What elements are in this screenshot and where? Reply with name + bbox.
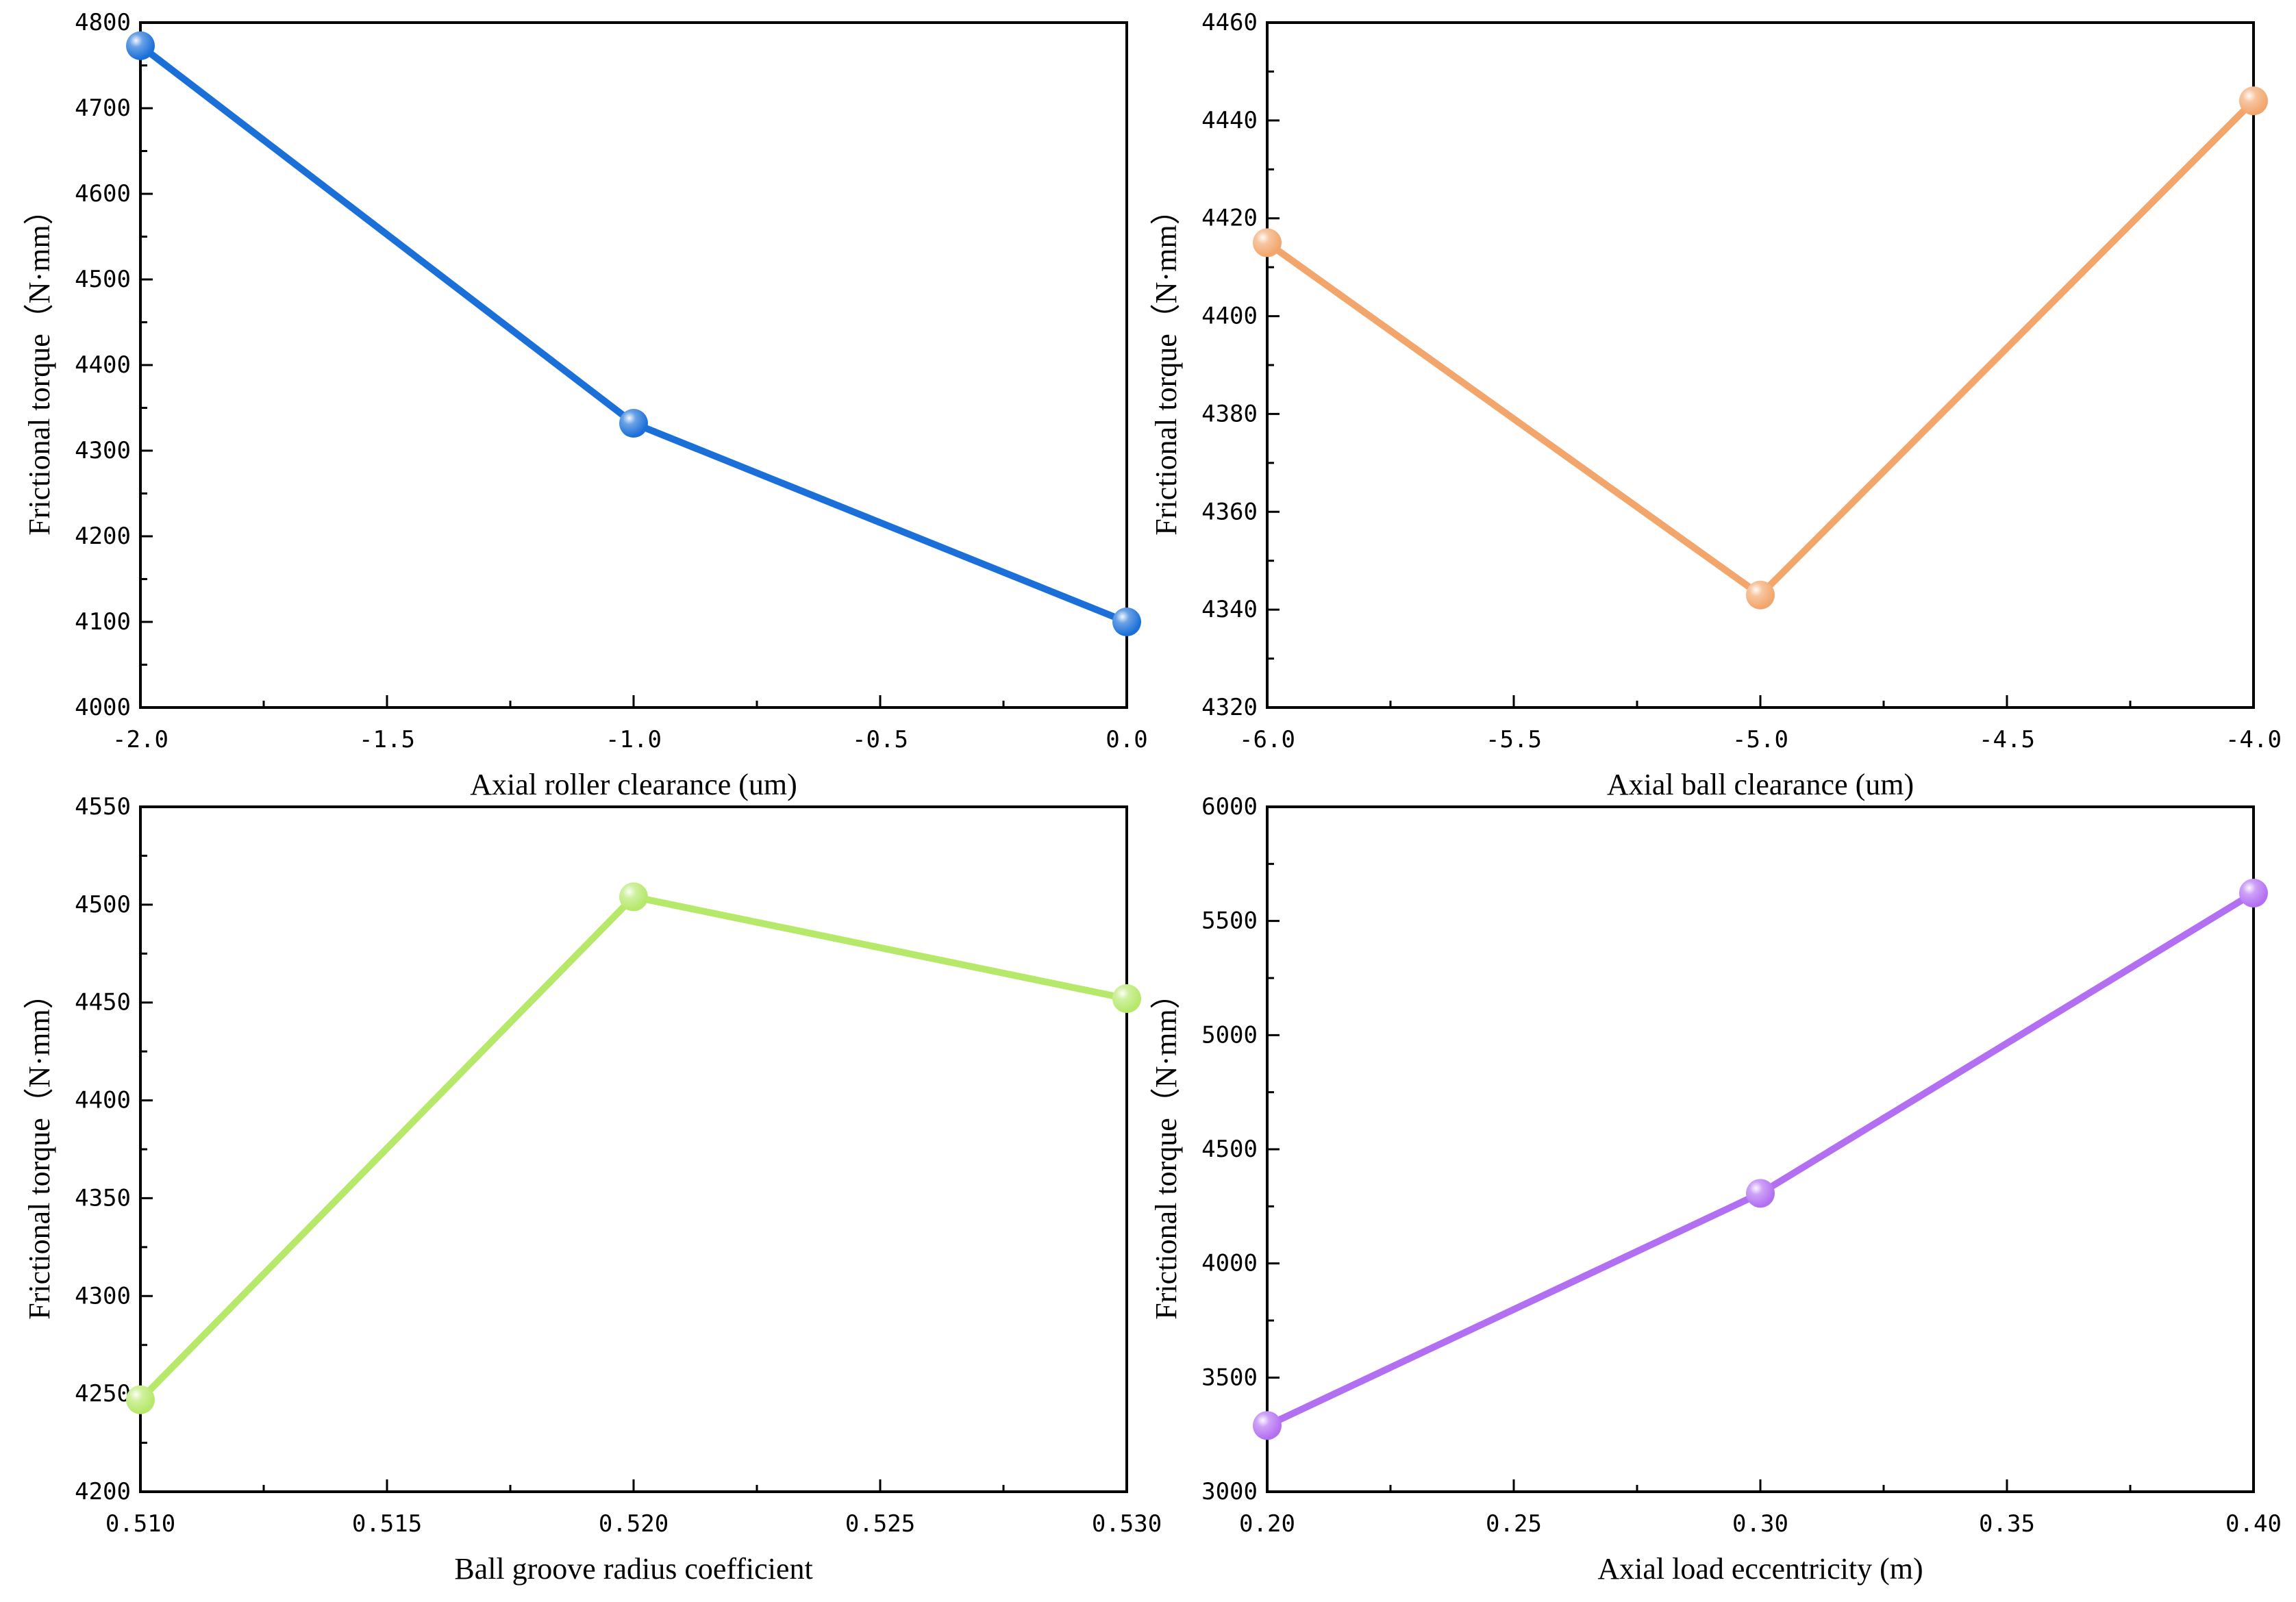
chart2-y-axis-title: Frictional torque（N·mm）: [1149, 195, 1183, 535]
chart1-x-axis-title: Axial roller clearance (um): [470, 768, 797, 801]
chart2-series-line: [1264, 97, 2257, 599]
chart3-y-tick-label: 4550: [75, 793, 131, 821]
chart4-x-axis-title: Axial load eccentricity (m): [1597, 1552, 1923, 1586]
chart1-series-line: [137, 42, 1130, 625]
chart2-y-tick-label: 4400: [1201, 303, 1258, 330]
chart2-x-tick-label: -4.5: [1979, 726, 2035, 753]
chart1-y-tick-label: 4300: [75, 437, 131, 464]
chart1-data-point-highlight: [126, 31, 155, 60]
chart3-y-tick-label: 4350: [75, 1184, 131, 1212]
chart4-data-point: [2239, 879, 2268, 908]
chart1-x-tick-label: -1.5: [359, 726, 415, 753]
chart4-data-point: [1746, 1179, 1775, 1208]
chart3-data-point: [1112, 984, 1141, 1013]
chart3-y-tick-label: 4250: [75, 1380, 131, 1407]
chart4-series-line: [1264, 890, 2257, 1429]
chart1-y-tick-label: 4400: [75, 351, 131, 379]
chart4-x-tick-label: 0.20: [1239, 1510, 1295, 1538]
chart4-plot-frame: [1266, 805, 2255, 1493]
chart2-y-tick-label: 4380: [1201, 400, 1258, 427]
chart3-y-tick-label: 4200: [75, 1478, 131, 1505]
chart1-data-point-highlight: [619, 409, 648, 438]
chart3-y-axis-title: Frictional torque（N·mm）: [23, 979, 56, 1319]
chart1-y-tick-label: 4100: [75, 608, 131, 636]
chart1-y-tick-label: 4500: [75, 266, 131, 293]
chart1-y-axis-title: Frictional torque（N·mm）: [23, 195, 56, 535]
chart2-data-point-highlight: [1253, 228, 1282, 258]
chart2-y-tick-label: 4460: [1201, 9, 1258, 36]
chart2-y-tick-label: 4420: [1201, 205, 1258, 232]
chart3-x-tick-label: 0.530: [1092, 1510, 1162, 1538]
chart1-plot-frame: [139, 21, 1128, 709]
chart3-y-tick-label: 4400: [75, 1087, 131, 1114]
chart4-y-tick-label: 4500: [1201, 1136, 1258, 1163]
chart1-data-point-highlight: [1112, 608, 1141, 636]
chart2-y-tick-label: 4360: [1201, 498, 1258, 525]
chart4-data-point: [1253, 1411, 1282, 1440]
chart2-data-point: [2239, 86, 2268, 116]
chart2: -6.0 -5.5 -5.0 -4.5 -4.0 4320 4340 4360 4380 4400…: [1149, 9, 2282, 801]
chart2-y-tick-label: 4440: [1201, 107, 1258, 134]
chart3-x-tick-label: 0.525: [845, 1510, 915, 1538]
chart3-x-tick-label: 0.515: [352, 1510, 422, 1538]
chart1-y-tick-label: 4700: [75, 95, 131, 122]
chart2-data-point: [1253, 228, 1282, 258]
chart4-x-tick-label: 0.40: [2225, 1510, 2282, 1538]
chart2-data-point-highlight: [2239, 86, 2268, 116]
chart4-data-point-highlight: [2239, 879, 2268, 908]
chart3-data-point-highlight: [619, 882, 648, 912]
chart3-data-point-highlight: [1112, 984, 1141, 1013]
chart3-data-point-highlight: [126, 1385, 155, 1414]
chart2-y-tick-label: 4320: [1201, 694, 1258, 721]
chart3-x-tick-label: 0.510: [105, 1510, 175, 1538]
chart2-x-tick-label: -5.0: [1732, 726, 1788, 753]
chart4-data-point-highlight: [1746, 1179, 1775, 1208]
chart1-y-tick-label: 4600: [75, 180, 131, 208]
chart4-y-tick-label: 3000: [1201, 1478, 1258, 1505]
chart4: 0.20 0.25 0.30 0.35 0.40 3000 3500 4000 4500 5000…: [1149, 793, 2282, 1586]
chart1-y-tick-label: 4000: [75, 694, 131, 721]
chart3-y-tick-label: 4300: [75, 1282, 131, 1310]
chart4-data-point-highlight: [1253, 1411, 1282, 1440]
chart4-y-tick-label: 5000: [1201, 1021, 1258, 1049]
chart1-x-tick-label: -2.0: [112, 726, 169, 753]
chart1-data-point: [1112, 608, 1141, 636]
chart1-x-tick-label: -1.0: [606, 726, 662, 753]
chart4-x-tick-label: 0.25: [1486, 1510, 1542, 1538]
chart1-data-point: [619, 409, 648, 438]
chart2-data-point: [1746, 580, 1775, 610]
chart3-x-tick-label: 0.520: [599, 1510, 669, 1538]
chart3-series-line: [137, 893, 1130, 1403]
chart3-y-tick-label: 4500: [75, 891, 131, 918]
chart4-x-tick-label: 0.35: [1979, 1510, 2035, 1538]
chart3-data-point: [126, 1385, 155, 1414]
chart2-x-tick-label: -5.5: [1486, 726, 1542, 753]
chart4-x-tick-label: 0.30: [1732, 1510, 1788, 1538]
chart2-x-tick-label: -6.0: [1239, 726, 1295, 753]
chart1-y-tick-label: 4200: [75, 523, 131, 550]
chart3-y-tick-label: 4450: [75, 989, 131, 1016]
chart3: 0.510 0.515 0.520 0.525 0.530 4200 4250 4300 435…: [23, 793, 1162, 1586]
chart2-x-axis-title: Axial ball clearance (um): [1607, 768, 1914, 801]
chart2-x-tick-label: -4.0: [2225, 726, 2282, 753]
chart1-y-tick-label: 4800: [75, 9, 131, 36]
chart4-y-tick-label: 5500: [1201, 908, 1258, 935]
chart3-data-point: [619, 882, 648, 912]
chart1-data-point: [126, 31, 155, 60]
chart3-x-axis-title: Ball groove radius coefficient: [454, 1552, 812, 1586]
chart1-x-tick-label: 0.0: [1106, 726, 1147, 753]
chart4-y-tick-label: 4000: [1201, 1250, 1258, 1277]
chart2-data-point-highlight: [1746, 580, 1775, 610]
chart4-y-tick-label: 3500: [1201, 1364, 1258, 1391]
chart4-y-tick-label: 6000: [1201, 793, 1258, 821]
chart1-x-tick-label: -0.5: [852, 726, 908, 753]
chart4-y-axis-title: Frictional torque（N·mm）: [1149, 979, 1183, 1319]
chart2-y-tick-label: 4340: [1201, 596, 1258, 623]
chart1: -2.0 -1.5 -1.0 -0.5 0.0 4000 4100 4200 4300 4400 4…: [23, 9, 1148, 801]
